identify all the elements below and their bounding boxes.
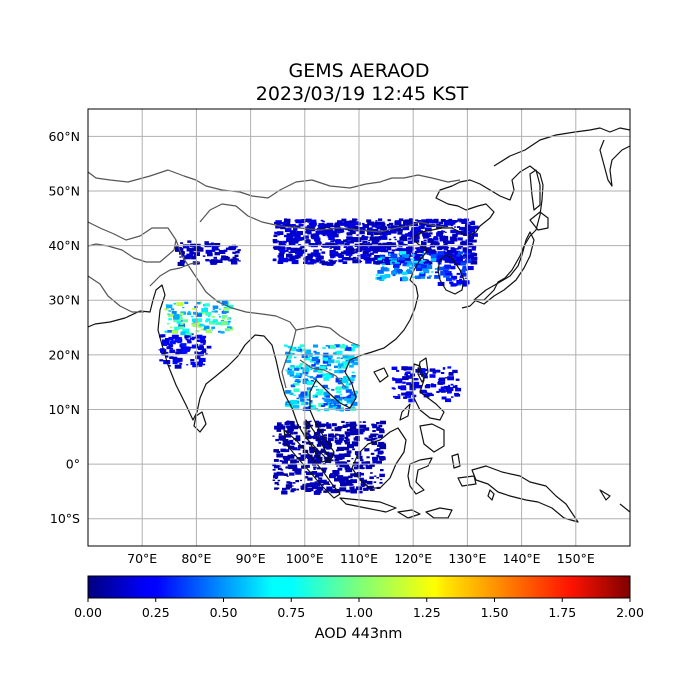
colorbar-ticks: 0.00 0.25 0.50 0.75 1.00 1.25 1.50 1.75 2.00 [74,598,644,620]
lon-tick-label: 110°E [340,551,378,566]
lon-tick-label: 150°E [557,551,595,566]
latitude-labels: 60°N 50°N 40°N 30°N 20°N 10°N 0° 10°S [48,129,80,526]
colorbar-tick-label: 0.50 [210,605,238,620]
map-subtitle-datetime: 2023/03/19 12:45 KST [255,83,469,105]
lat-tick-label: 20°N [48,347,80,362]
lat-tick-label: 60°N [48,129,80,144]
lon-tick-label: 130°E [448,551,486,566]
lat-tick-label: 10°S [50,511,80,526]
lat-tick-label: 10°N [48,402,80,417]
lat-tick-label: 50°N [48,183,80,198]
colorbar-tick-label: 1.75 [548,605,576,620]
colorbar-tick-label: 0.25 [142,605,170,620]
lat-tick-label: 30°N [48,293,80,308]
coastline-layer [88,127,630,523]
lon-tick-label: 100°E [286,551,324,566]
lon-tick-label: 90°E [236,551,266,566]
colorbar-label: AOD 443nm [314,626,403,642]
colorbar-gradient [87,575,631,599]
lat-tick-label: 0° [66,457,80,472]
lon-tick-label: 80°E [181,551,211,566]
longitude-labels: 70°E 80°E 90°E 100°E 110°E 120°E 130°E 140°E 150… [127,551,595,566]
graticule [88,109,630,546]
colorbar-tick-label: 1.25 [413,605,441,620]
lat-tick-label: 40°N [48,238,80,253]
colorbar: 0.00 0.25 0.50 0.75 1.00 1.25 1.50 1.75 2.00 [74,575,644,620]
map-title: GEMS AERAOD [288,60,430,82]
colorbar-tick-label: 1.00 [345,605,373,620]
colorbar-tick-label: 0.00 [74,605,102,620]
asia-coastline [88,165,544,463]
colorbar-tick-label: 0.75 [277,605,305,620]
lon-tick-label: 140°E [503,551,541,566]
map-frame [87,108,631,547]
colorbar-tick-label: 2.00 [616,605,644,620]
lon-tick-label: 120°E [394,551,432,566]
aod-pixel-layer [158,218,479,495]
colorbar-tick-label: 1.50 [481,605,509,620]
lon-tick-label: 70°E [127,551,157,566]
